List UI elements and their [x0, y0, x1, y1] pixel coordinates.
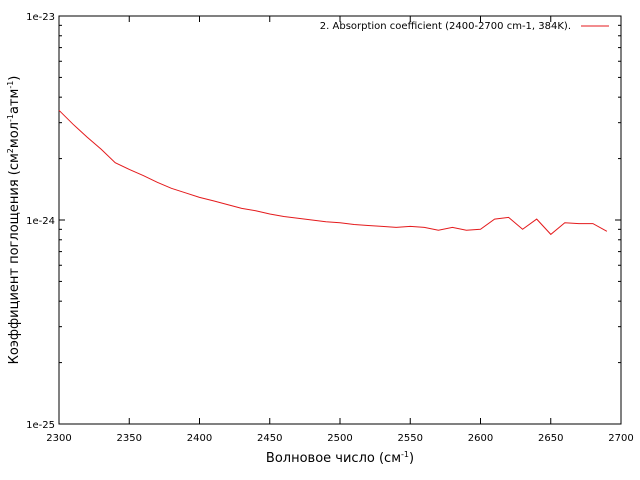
y-tick-label: 1e-25: [26, 420, 55, 431]
legend-label: 2. Absorption coefficient (2400-2700 cm-…: [320, 21, 571, 32]
x-tick-label: 2300: [46, 433, 71, 444]
x-axis-title: Волновое число (см-1): [266, 450, 414, 466]
y-tick-label: 1e-23: [26, 12, 55, 23]
plot-frame: [58, 15, 622, 425]
y-tick-label: 1e-24: [26, 216, 55, 227]
x-tick-label: 2550: [398, 433, 423, 444]
x-tick-label: 2500: [327, 433, 352, 444]
x-tick-label: 2600: [468, 433, 493, 444]
x-tick-label: 2400: [187, 433, 212, 444]
x-axis-ticks: 2300 2350 2400 2450 2500 2550 2600 2650 2700: [46, 16, 634, 444]
x-tick-label: 2700: [608, 433, 633, 444]
y-axis-ticks: 1e-25 1e-24 1e-23: [26, 12, 621, 431]
x-tick-label: 2650: [538, 433, 563, 444]
y-axis-title: Коэффициент поглощения (см2мол-1атм-1): [6, 76, 22, 365]
series-line: [58, 109, 608, 236]
x-tick-label: 2450: [257, 433, 282, 444]
x-tick-label: 2350: [117, 433, 142, 444]
